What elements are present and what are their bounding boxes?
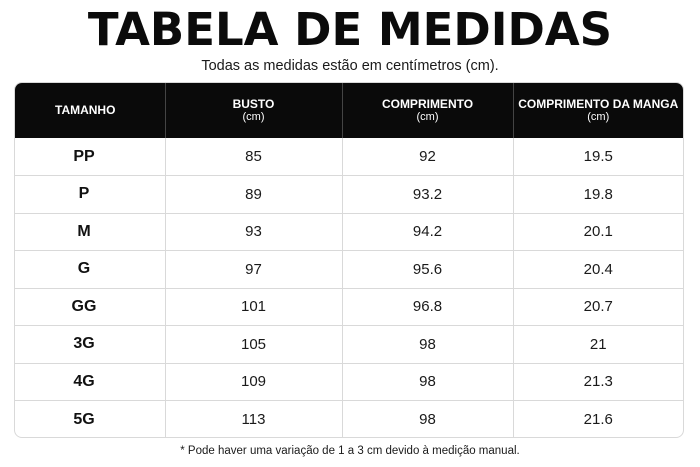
size-cell: G xyxy=(15,250,166,288)
busto-cell: 85 xyxy=(165,138,343,176)
size-cell: M xyxy=(15,212,166,251)
busto-cell: 113 xyxy=(165,400,343,437)
header-label: COMPRIMENTO DA MANGA xyxy=(518,97,679,111)
table-row: 4G 109 98 21.3 xyxy=(15,362,683,401)
comprimento-cell: 98 xyxy=(342,325,514,363)
busto-cell: 89 xyxy=(165,175,343,213)
comprimento-cell: 93.2 xyxy=(342,175,514,213)
manga-cell: 19.5 xyxy=(583,148,613,165)
busto-cell: 101 xyxy=(165,287,343,326)
manga-cell: 21 xyxy=(513,325,683,363)
header-tamanho: TAMANHO xyxy=(15,83,166,138)
manga-cell: 20.4 xyxy=(513,250,683,288)
page-subtitle: Todas as medidas estão em centímetros (c… xyxy=(201,58,499,74)
manga-cell: 20.1 xyxy=(513,212,683,251)
busto-cell: 93 xyxy=(165,212,343,251)
size-table: TAMANHO BUSTO (cm) COMPRIMENTO (cm) COMP… xyxy=(15,83,683,437)
comprimento-cell: 92 xyxy=(342,138,514,176)
header-unit: (cm) xyxy=(242,111,265,123)
table-row: G 97 95.6 20.4 xyxy=(15,250,683,288)
table-row: 3G 105 98 21 xyxy=(15,325,683,363)
manga-cell: 19.8 xyxy=(513,175,683,213)
busto-cell: 109 xyxy=(165,362,343,401)
size-cell: P xyxy=(15,175,166,213)
comprimento-cell: 98 xyxy=(342,400,514,437)
comprimento-cell: 94.2 xyxy=(342,212,514,251)
size-cell: 3G xyxy=(15,325,166,363)
manga-cell: 20.7 xyxy=(513,287,683,326)
header-label: COMPRIMENTO xyxy=(381,97,474,111)
manga-cell: 21.3 xyxy=(513,362,683,401)
table-header-row: TAMANHO BUSTO (cm) COMPRIMENTO (cm) COMP… xyxy=(15,83,683,138)
table-row: 5G 113 98 21.6 xyxy=(15,400,683,437)
size-cell: GG xyxy=(15,287,166,326)
comprimento-cell: 96.8 xyxy=(342,287,514,326)
size-cell: 4G xyxy=(15,362,166,401)
header-label: TAMANHO xyxy=(55,103,116,117)
header-unit: (cm) xyxy=(416,111,439,123)
table-row: PP 85 92 19.5 xyxy=(15,138,683,176)
busto-cell: 105 xyxy=(165,325,343,363)
page-title: TABELA DE MEDIDAS xyxy=(87,3,613,56)
table-row: M 93 94.2 20.1 xyxy=(15,212,683,251)
comprimento-cell: 95.6 xyxy=(342,250,514,288)
header-busto: BUSTO (cm) xyxy=(165,83,343,138)
size-table-container: TAMANHO BUSTO (cm) COMPRIMENTO (cm) COMP… xyxy=(14,82,684,438)
comprimento-cell: 98 xyxy=(342,362,514,401)
busto-cell: 97 xyxy=(165,250,343,288)
header-label: BUSTO xyxy=(232,97,275,111)
header-comprimento-manga: COMPRIMENTO DA MANGA (cm) xyxy=(513,83,683,138)
measurement-note: * Pode haver uma variação de 1 a 3 cm de… xyxy=(180,445,520,457)
size-cell: 5G xyxy=(15,400,166,437)
table-row: P 89 93.2 19.8 xyxy=(15,175,683,213)
header-unit: (cm) xyxy=(587,111,610,123)
table-row: GG 101 96.8 20.7 xyxy=(15,287,683,326)
header-comprimento: COMPRIMENTO (cm) xyxy=(342,83,514,138)
size-cell: PP xyxy=(15,138,166,176)
manga-cell: 21.6 xyxy=(513,400,683,437)
